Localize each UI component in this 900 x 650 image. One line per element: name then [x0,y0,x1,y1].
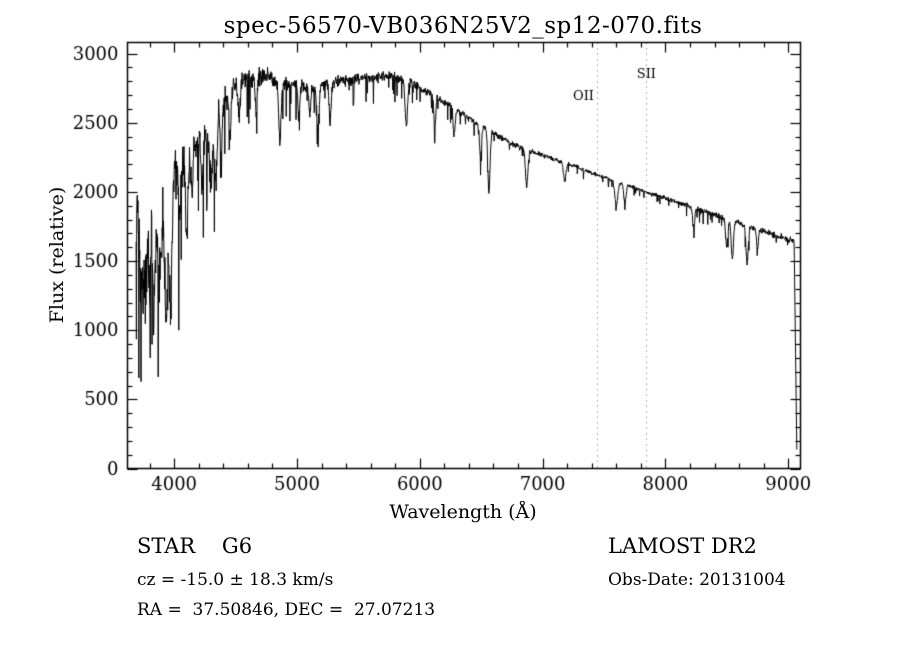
page-title: spec-56570-VB036N25V2_sp12-070.fits [223,13,703,39]
observation-date-text: Obs-Date: 20131004 [608,570,786,590]
survey-release-text: LAMOST DR2 [608,534,757,558]
object-classification-text: STAR G6 [137,534,253,558]
y-axis-label: Flux (relative) [46,186,68,324]
x-axis-label: Wavelength (Å) [389,501,537,523]
spectrum-plot-canvas [0,0,900,535]
radial-velocity-text: cz = -15.0 ± 18.3 km/s [137,570,334,590]
coordinates-text: RA = 37.50846, DEC = 27.07213 [137,600,436,620]
